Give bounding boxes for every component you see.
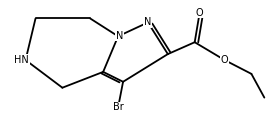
Text: N: N — [116, 31, 123, 41]
Text: O: O — [221, 55, 228, 65]
Text: N: N — [144, 17, 152, 27]
Text: HN: HN — [14, 55, 29, 65]
Text: O: O — [196, 8, 203, 18]
Text: Br: Br — [113, 102, 123, 112]
